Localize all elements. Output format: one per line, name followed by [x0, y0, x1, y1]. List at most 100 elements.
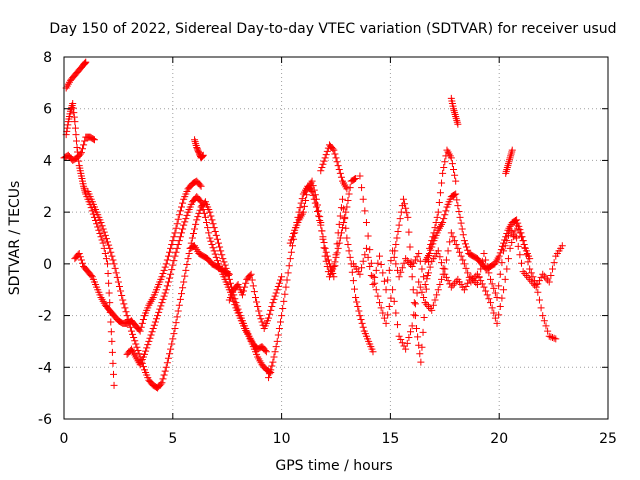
data-point: [395, 273, 403, 281]
data-point: [453, 118, 461, 126]
data-point: [529, 273, 537, 281]
data-point: [157, 302, 165, 310]
data-point: [119, 296, 127, 304]
data-point: [335, 239, 343, 247]
data-point: [277, 276, 285, 284]
data-point: [452, 240, 460, 248]
data-point: [170, 233, 178, 241]
data-point: [447, 283, 455, 291]
data-point: [321, 252, 329, 260]
data-point: [339, 195, 347, 203]
data-point: [330, 262, 338, 270]
data-point: [382, 286, 390, 294]
data-point: [436, 253, 444, 261]
data-point: [336, 234, 344, 242]
data-point: [539, 270, 547, 278]
data-point: [99, 225, 107, 233]
data-point: [209, 244, 217, 252]
data-point: [439, 169, 447, 177]
data-point: [504, 162, 512, 170]
data-point: [320, 157, 328, 165]
data-point: [544, 276, 552, 284]
data-point: [104, 270, 112, 278]
data-point: [435, 198, 443, 206]
data-point: [284, 269, 292, 277]
data-point: [451, 191, 459, 199]
data-point: [109, 256, 117, 264]
data-point: [217, 247, 225, 255]
data-point: [459, 231, 467, 239]
data-point: [170, 257, 178, 265]
data-point: [352, 293, 360, 301]
data-point: [322, 151, 330, 159]
data-point: [182, 215, 190, 223]
data-point: [272, 289, 280, 297]
data-point: [333, 249, 341, 257]
data-point: [183, 211, 191, 219]
data-point: [364, 232, 372, 240]
data-point: [449, 233, 457, 241]
data-point: [182, 266, 190, 274]
data-point: [226, 279, 234, 287]
data-point: [168, 240, 176, 248]
data-point: [453, 116, 461, 124]
data-point: [350, 175, 358, 183]
data-point: [509, 233, 517, 241]
data-point: [318, 164, 326, 172]
data-point: [164, 354, 172, 362]
data-point: [253, 298, 261, 306]
data-point: [98, 236, 106, 244]
data-point: [514, 219, 522, 227]
data-point: [110, 260, 118, 268]
data-point: [503, 265, 511, 273]
data-point: [540, 317, 548, 325]
data-point: [467, 278, 475, 286]
data-point: [427, 246, 435, 254]
data-point: [81, 59, 89, 67]
data-point: [175, 237, 183, 245]
data-point: [534, 280, 542, 288]
data-point: [333, 158, 341, 166]
data-point: [475, 273, 483, 281]
data-point: [394, 228, 402, 236]
data-point: [496, 270, 504, 278]
data-point: [122, 308, 130, 316]
data-point: [63, 124, 71, 132]
data-point: [550, 334, 558, 342]
data-point: [416, 283, 424, 291]
data-point: [129, 330, 137, 338]
data-point: [495, 252, 503, 260]
y-tick-label: -6: [38, 412, 52, 428]
data-point: [519, 268, 527, 276]
data-point: [114, 278, 122, 286]
data-point: [420, 293, 428, 301]
data-point: [369, 281, 377, 289]
data-point: [218, 251, 226, 259]
data-point: [261, 346, 269, 354]
data-point: [146, 334, 154, 342]
data-point: [413, 325, 421, 332]
data-point: [172, 319, 180, 327]
data-point: [380, 277, 388, 285]
series-track-i: [225, 270, 286, 332]
data-point: [90, 136, 98, 144]
data-point: [496, 249, 504, 257]
data-point: [355, 307, 363, 315]
data-point: [478, 280, 486, 288]
data-point: [451, 109, 459, 117]
data-point: [367, 259, 375, 267]
data-point: [77, 149, 85, 157]
data-point: [552, 335, 560, 343]
data-point: [283, 276, 291, 284]
data-point: [502, 233, 510, 241]
data-point: [385, 303, 393, 311]
data-point: [159, 375, 167, 383]
data-point: [451, 237, 459, 245]
data-point: [105, 241, 113, 249]
data-point: [214, 239, 222, 247]
data-point: [275, 325, 283, 332]
data-point: [332, 253, 340, 261]
data-point: [558, 242, 566, 250]
data-point: [507, 150, 515, 158]
data-point: [457, 252, 465, 260]
